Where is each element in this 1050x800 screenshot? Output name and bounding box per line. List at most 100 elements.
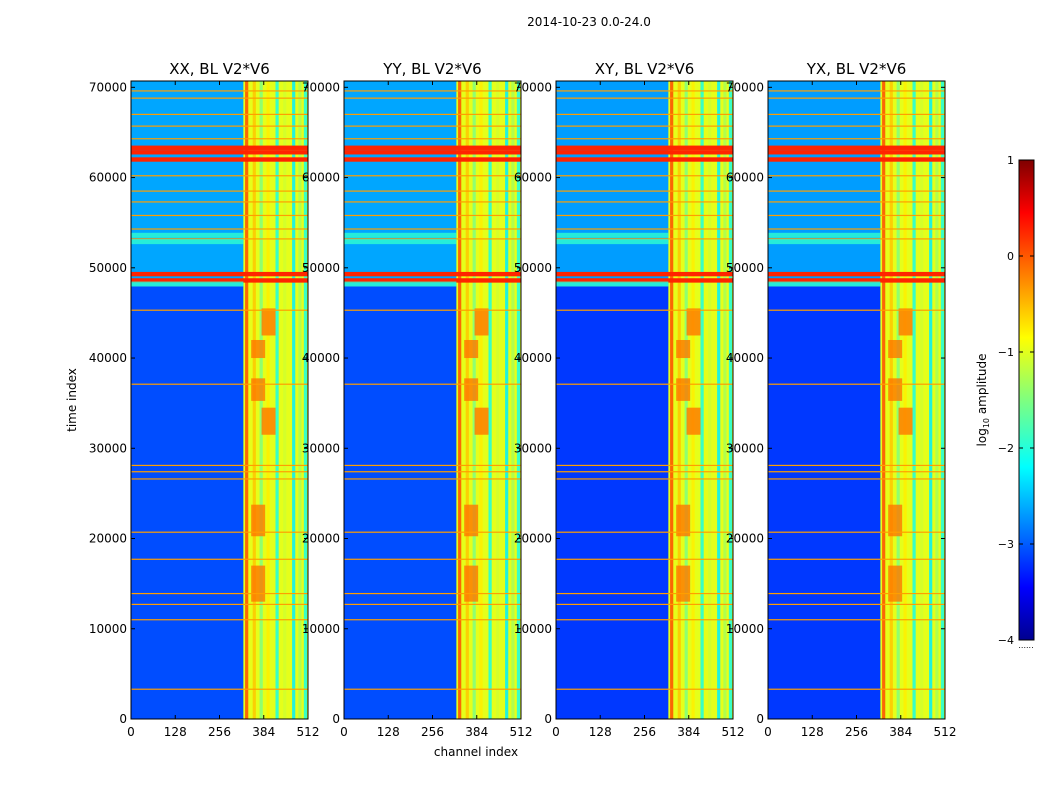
y-tick-label: 20000 (302, 532, 340, 546)
flag-line (131, 228, 308, 230)
y-tick-label: 50000 (514, 261, 552, 275)
heatmap-band-stripe (935, 81, 939, 719)
panel-title: YX, BL V2*V6 (806, 60, 907, 78)
cyan-row (768, 232, 881, 238)
y-tick-label: 60000 (89, 171, 127, 185)
flag-line (344, 464, 521, 467)
colorbar-label-subscript: 10 (982, 418, 991, 428)
flag-line (131, 471, 308, 473)
flag-line (344, 531, 521, 533)
flag-line (344, 228, 521, 230)
flag-line (556, 309, 733, 311)
y-tick-label: 40000 (514, 351, 552, 365)
flag-line (131, 175, 308, 177)
heatmap-blob (464, 339, 479, 359)
flag-line (556, 175, 733, 177)
y-tick-label: 10000 (89, 622, 127, 636)
cyan-row (768, 239, 881, 245)
flag-line (344, 383, 521, 385)
colorbar-tick-label: 1 (1007, 154, 1014, 167)
heatmap-band-stripe (496, 81, 500, 719)
heatmap-band-stripe (929, 81, 933, 719)
flag-line (344, 478, 521, 480)
flag-line (131, 688, 308, 690)
heatmap-blob (898, 407, 913, 435)
y-tick-label: 30000 (726, 441, 764, 455)
heatmap-blob (464, 504, 479, 537)
x-tick-label: 128 (377, 725, 400, 739)
flag-line (768, 471, 945, 473)
y-tick-label: 60000 (514, 171, 552, 185)
panel-title: XX, BL V2*V6 (169, 60, 270, 78)
panel-3: XY, BL V2*V6 0 128 256 384 512 0 10000 20000 3000… (514, 60, 745, 739)
flag-line (556, 201, 733, 203)
heatmap-band-stripe (275, 81, 279, 719)
y-tick-label: 10000 (514, 622, 552, 636)
flag-line (556, 214, 733, 217)
heatmap-band-stripe (303, 81, 308, 719)
flag-line (131, 309, 308, 311)
colorbar-tick-label: −2 (998, 442, 1014, 455)
heatmap-band-stripe (912, 81, 916, 719)
y-tick-label: 10000 (302, 622, 340, 636)
colorbar-label-rest: amplitude (975, 354, 989, 418)
flag-line (131, 531, 308, 533)
x-tick-label: 256 (421, 725, 444, 739)
flag-line (131, 201, 308, 203)
flag-line (344, 125, 521, 127)
flag-line-strong (344, 145, 521, 150)
flag-line (768, 138, 945, 140)
flag-line (131, 125, 308, 127)
flag-line-strong (131, 150, 308, 155)
flag-line (344, 201, 521, 203)
heatmap-band-stripe (298, 81, 302, 719)
flag-line (768, 383, 945, 385)
flag-line (131, 138, 308, 140)
x-tick-label: 384 (677, 725, 700, 739)
flag-line (556, 464, 733, 467)
x-axis-label: channel index (434, 745, 518, 759)
flag-line-strong (131, 157, 308, 162)
heatmap-blob (251, 565, 266, 602)
flag-line (131, 214, 308, 217)
y-tick-label: 50000 (302, 261, 340, 275)
flag-line-strong (768, 271, 945, 277)
flag-line (768, 201, 945, 203)
heatmap-blob (251, 504, 266, 537)
flag-line-strong (131, 278, 308, 283)
heatmap-blob (686, 308, 701, 336)
flag-line-strong (556, 278, 733, 283)
panel-1: XX, BL V2*V6 0 128 256 384 512 0 10000 20000 3000… (89, 60, 320, 739)
y-tick-label: 40000 (302, 351, 340, 365)
heatmap-band-stripe (479, 81, 483, 719)
y-tick-label: 0 (756, 712, 764, 726)
y-tick-label: 20000 (89, 532, 127, 546)
heatmap-blob (676, 378, 691, 401)
x-tick-label: 512 (297, 725, 320, 739)
y-tick-label: 40000 (89, 351, 127, 365)
heatmap-blob (888, 565, 903, 602)
figure-suptitle: 2014-10-23 0.0-24.0 (527, 15, 651, 29)
heatmap-band-stripe (516, 81, 521, 719)
y-tick-label: 0 (332, 712, 340, 726)
heatmap-blob (261, 308, 276, 336)
flag-line (344, 619, 521, 621)
x-tick-label: 128 (589, 725, 612, 739)
flag-line (768, 238, 945, 240)
x-tick-label: 128 (164, 725, 187, 739)
x-tick-label: 0 (340, 725, 348, 739)
flag-line (768, 190, 945, 192)
flag-line (344, 175, 521, 177)
heatmap-band-stripe (882, 81, 886, 719)
x-tick-label: 384 (252, 725, 275, 739)
flag-line (344, 90, 521, 92)
flag-line (131, 238, 308, 240)
y-tick-label: 60000 (726, 171, 764, 185)
flag-line (556, 619, 733, 621)
cyan-row (556, 232, 669, 238)
y-tick-label: 10000 (726, 622, 764, 636)
flag-line-strong (131, 271, 308, 277)
heatmap-band-stripe (266, 81, 270, 719)
flag-line (556, 113, 733, 115)
flag-line (344, 214, 521, 217)
